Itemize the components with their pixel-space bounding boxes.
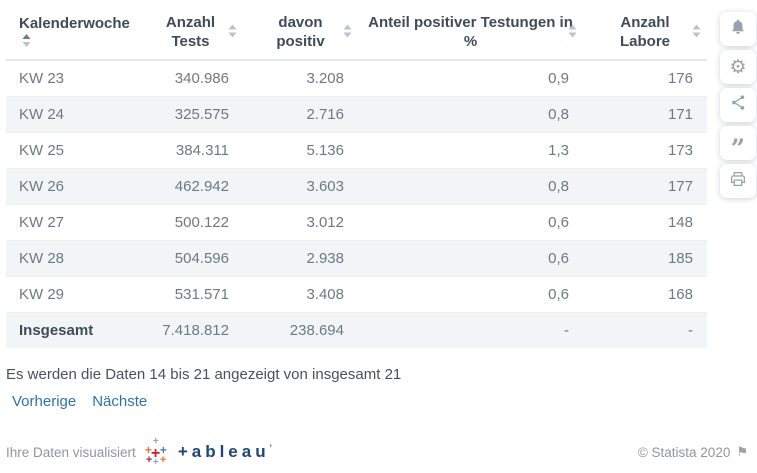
column-header-kalenderwoche[interactable]: Kalenderwoche bbox=[6, 7, 138, 61]
column-header-label: Anzahl Tests bbox=[165, 14, 216, 50]
notifications-button[interactable] bbox=[720, 12, 756, 46]
week-cell: KW 27 bbox=[19, 214, 65, 231]
test-data-table: Kalenderwoche Anzahl Tests davon positiv… bbox=[6, 7, 707, 348]
pagination-info: Es werden die Daten 14 bis 21 angezeigt … bbox=[6, 366, 402, 383]
tests-cell: 504.596 bbox=[174, 250, 229, 267]
visualized-by-label: Ihre Daten visualisiert bbox=[6, 444, 136, 460]
total-label-cell: Insgesamt bbox=[19, 322, 94, 339]
share-icon bbox=[730, 94, 747, 116]
sort-icon[interactable] bbox=[568, 24, 577, 42]
tests-cell: 500.122 bbox=[174, 214, 229, 231]
gear-icon: ⚙ bbox=[729, 56, 747, 78]
week-cell: KW 25 bbox=[19, 142, 65, 159]
tests-cell: 340.986 bbox=[174, 70, 229, 87]
total-tests-cell: 7.418.812 bbox=[162, 322, 229, 339]
positive-cell: 3.012 bbox=[306, 214, 344, 231]
tableau-logo-icon: + + + + + + + bbox=[144, 436, 167, 468]
total-positive-cell: 238.694 bbox=[289, 322, 344, 339]
column-header-label: Anzahl Labore bbox=[619, 14, 670, 50]
labs-cell: 173 bbox=[667, 142, 693, 159]
labs-cell: 177 bbox=[667, 178, 693, 195]
column-header-label: davon positiv bbox=[276, 14, 325, 50]
sort-icon[interactable] bbox=[22, 34, 31, 51]
positive-cell: 5.136 bbox=[306, 142, 344, 159]
column-header-label: Anteil positiver Testungen in % bbox=[368, 14, 573, 50]
table-row: KW 25 384.311 5.136 1,3 173 bbox=[6, 132, 707, 169]
column-header-anzahl-tests[interactable]: Anzahl Tests bbox=[138, 7, 243, 61]
table-row: KW 27 500.122 3.012 0,6 148 bbox=[6, 204, 707, 241]
column-header-label: Kalenderwoche bbox=[19, 14, 130, 32]
positive-cell: 3.408 bbox=[306, 286, 344, 303]
sort-icon[interactable] bbox=[692, 24, 701, 42]
total-row: Insgesamt 7.418.812 238.694 - - bbox=[6, 312, 707, 348]
tests-cell: 531.571 bbox=[174, 286, 229, 303]
labs-cell: 185 bbox=[667, 250, 693, 267]
labs-cell: 168 bbox=[667, 286, 693, 303]
previous-page-link[interactable]: Vorherige bbox=[12, 393, 77, 410]
table-row: KW 24 325.575 2.716 0,8 171 bbox=[6, 96, 707, 133]
labs-cell: 176 bbox=[667, 70, 693, 87]
table-row: KW 26 462.942 3.603 0,8 177 bbox=[6, 168, 707, 205]
pagination-links: Vorherige Nächste bbox=[12, 393, 757, 411]
action-icon-rail: ⚙ ” bbox=[720, 12, 756, 198]
table-row: KW 29 531.571 3.408 0,6 168 bbox=[6, 276, 707, 313]
column-header-davon-positiv[interactable]: davon positiv bbox=[243, 7, 358, 61]
tableau-wordmark: +ableau’ bbox=[177, 442, 272, 461]
citation-button[interactable]: ” bbox=[720, 126, 756, 161]
copyright-label: © Statista 2020 bbox=[637, 444, 731, 460]
tests-cell: 462.942 bbox=[174, 178, 229, 195]
sort-icon[interactable] bbox=[343, 24, 352, 42]
positive-cell: 2.716 bbox=[306, 106, 344, 123]
table-row: KW 28 504.596 2.938 0,6 185 bbox=[6, 240, 707, 277]
tests-cell: 325.575 bbox=[174, 106, 229, 123]
printer-icon bbox=[729, 170, 747, 193]
week-cell: KW 28 bbox=[19, 250, 65, 267]
tableau-attribution[interactable]: Ihre Daten visualisiert + + + + + + + +a… bbox=[6, 436, 272, 468]
flag-icon[interactable]: ⚑ bbox=[736, 444, 748, 459]
positive-cell: 3.603 bbox=[306, 178, 344, 195]
week-cell: KW 26 bbox=[19, 178, 65, 195]
total-labs-cell: - bbox=[688, 322, 693, 339]
week-cell: KW 23 bbox=[19, 70, 65, 87]
labs-cell: 171 bbox=[667, 106, 693, 123]
positive-cell: 3.208 bbox=[306, 70, 344, 87]
labs-cell: 148 bbox=[667, 214, 693, 231]
tests-cell: 384.311 bbox=[175, 142, 229, 159]
week-cell: KW 29 bbox=[19, 286, 65, 303]
share-cell: 0,6 bbox=[548, 286, 569, 303]
print-button[interactable] bbox=[720, 164, 756, 198]
week-cell: KW 24 bbox=[19, 106, 65, 123]
share-button[interactable] bbox=[720, 88, 756, 122]
share-cell: 0,6 bbox=[548, 250, 569, 267]
bottom-bar: Ihre Daten visualisiert + + + + + + + +a… bbox=[6, 436, 748, 468]
settings-button[interactable]: ⚙ bbox=[720, 50, 756, 84]
share-cell: 0,9 bbox=[548, 70, 569, 87]
sort-icon[interactable] bbox=[228, 24, 237, 42]
column-header-anteil-positiv[interactable]: Anteil positiver Testungen in % bbox=[358, 7, 583, 61]
total-share-cell: - bbox=[564, 322, 569, 339]
share-cell: 0,8 bbox=[548, 178, 569, 195]
copyright-group: © Statista 2020 ⚑ bbox=[638, 444, 748, 460]
share-cell: 1,3 bbox=[548, 142, 569, 159]
positive-cell: 2.938 bbox=[306, 250, 344, 267]
bell-icon bbox=[729, 18, 747, 41]
share-cell: 0,6 bbox=[548, 214, 569, 231]
next-page-link[interactable]: Nächste bbox=[92, 393, 148, 410]
column-header-anzahl-labore[interactable]: Anzahl Labore bbox=[583, 7, 707, 61]
table-row: KW 23 340.986 3.208 0,9 176 bbox=[6, 60, 707, 97]
header-row: Kalenderwoche Anzahl Tests davon positiv… bbox=[6, 7, 707, 61]
share-cell: 0,8 bbox=[548, 106, 569, 123]
